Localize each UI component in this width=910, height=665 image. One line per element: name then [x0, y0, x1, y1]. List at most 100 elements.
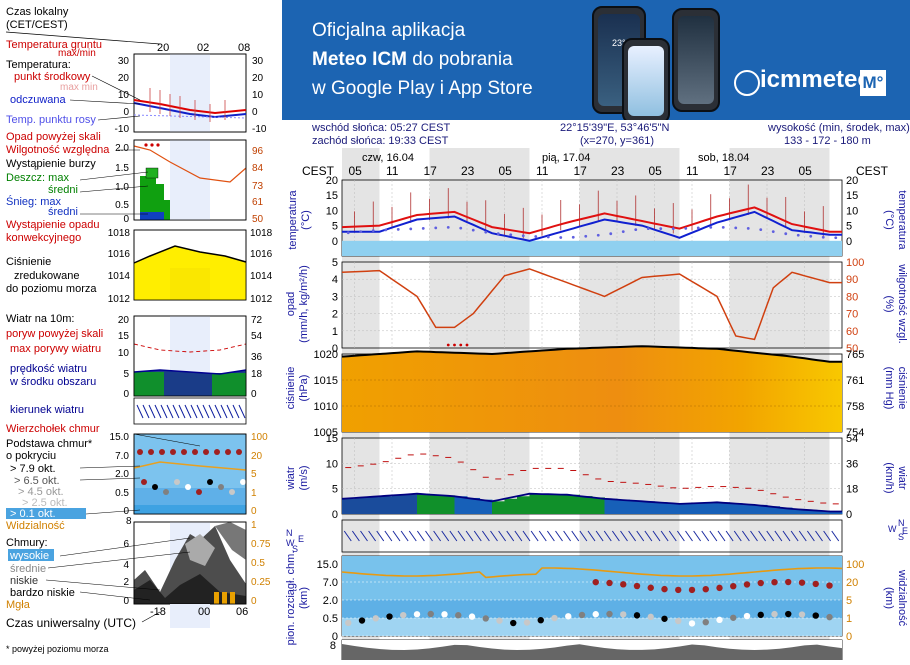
- temp-series-line-0: [341, 206, 842, 235]
- wind-bar-42: [604, 498, 618, 514]
- legend-predkosc-wiatru: prędkość wiatru: [10, 363, 87, 375]
- cloud-base-dot-758: [812, 612, 819, 619]
- wind-bar-20: [467, 497, 480, 514]
- legend-cl-rtick-2: 0.5: [251, 558, 265, 569]
- dew-point-67: [759, 228, 763, 232]
- legend-wind-arrow-140: [136, 404, 144, 419]
- legend-cloud-base-dot-2: [163, 489, 169, 495]
- wind-arrow-387: [579, 530, 588, 542]
- cloud-base-dot-54: [372, 615, 379, 622]
- press-unit-left: (hPa): [298, 375, 310, 402]
- prec-tick-l-3: 2: [332, 309, 338, 321]
- dew-point-7: [384, 228, 388, 232]
- dew-point-15: [434, 226, 438, 230]
- svg-text:E: E: [298, 534, 304, 544]
- legend-czas-lokalny: Czas lokalny: [6, 6, 69, 18]
- wind-arrow-374: [571, 530, 580, 542]
- wind-bar-62: [729, 503, 743, 514]
- wind-bar-68: [767, 506, 780, 514]
- wind-arrow-595: [709, 530, 718, 542]
- cloud-base-dot-494: [647, 613, 654, 621]
- cloud-top-dot-472: [633, 582, 641, 590]
- wind-arrow-296: [522, 530, 531, 542]
- legend-wind-arrow-188: [184, 404, 192, 419]
- precip-unit-right: (%): [883, 295, 895, 312]
- dew-point-71: [784, 232, 788, 236]
- legend-footnote: * powyżej poziomu morza: [6, 644, 109, 654]
- cloud-base-dot-76: [386, 613, 393, 620]
- legend-cloud-base-dot-6: [207, 479, 213, 485]
- cloud-unit-left: (km): [298, 587, 310, 609]
- legend-hum-tick-2: 73: [252, 181, 264, 192]
- wind-bar-6: [379, 496, 393, 514]
- hour-label-7: 23: [611, 164, 625, 178]
- banner-line-3: w Google Play i App Store: [312, 78, 533, 99]
- cloud-base-dot-120: [413, 611, 421, 618]
- wind-arrow-790: [831, 530, 840, 542]
- pres-tick-l-3: 1005: [314, 427, 338, 439]
- legend-chmury: Chmury:: [6, 537, 48, 549]
- dew-point-35: [559, 236, 563, 239]
- legend-wind-rtick-3: 18: [251, 369, 263, 380]
- wind-tick-l-1: 10: [326, 458, 338, 470]
- cloud-base-dot-626: [730, 614, 737, 621]
- legend-press-tick-1: 1016: [108, 249, 131, 260]
- cloud-top-dot-582: [702, 585, 709, 593]
- wind-arrow-582: [701, 530, 710, 542]
- legend-press-rtick-2: 1014: [250, 271, 273, 282]
- dew-point-27: [509, 233, 513, 237]
- legend-wind-tick-4: 0: [123, 389, 129, 400]
- dew-point-9: [396, 228, 400, 231]
- cloud-base-dot-582: [702, 618, 709, 626]
- wind-bar-64: [742, 504, 755, 514]
- legend-utc-tick-0: -18: [150, 606, 166, 618]
- pressure-area: [342, 346, 842, 432]
- prec-tick-r-4: 60: [846, 326, 858, 338]
- wind-bar-28: [517, 496, 530, 514]
- legend-okt-0: > 7.9 okt.: [10, 463, 56, 475]
- wind-arrow-738: [798, 530, 807, 542]
- wind-arrow-166: [441, 530, 450, 542]
- cloud-top-dot-736: [798, 579, 806, 586]
- legend-podstawa: Podstawa chmur*: [6, 438, 93, 450]
- temp-tick-l-1: 15: [326, 190, 338, 202]
- banner-line-1: Oficjalna aplikacja: [312, 20, 466, 41]
- legend-temp-rtick-0: 30: [252, 56, 264, 67]
- wind-arrow-699: [774, 530, 783, 542]
- wind-arrow-439: [611, 530, 620, 542]
- app-promo-banner[interactable]: Oficjalna aplikacja Meteo ICM do pobrani…: [282, 0, 910, 120]
- height-values: 133 - 172 - 180 m: [784, 135, 871, 147]
- wind-bar-72: [792, 508, 805, 514]
- legend-wind-tick-1: 15: [118, 331, 130, 342]
- cloud-base-dot-428: [606, 610, 613, 618]
- cloud-base-dot-450: [620, 611, 627, 618]
- legend-opad-tick-3: 0.5: [115, 200, 129, 211]
- wind-rose-left: N W E S: [286, 528, 304, 554]
- dew-point-31: [534, 235, 538, 238]
- legend-temp-rtick-4: -10: [252, 124, 267, 135]
- wind-tick-r-1: 36: [846, 458, 858, 470]
- legend-cb-rtick-2: 5: [251, 469, 257, 480]
- wind-bar-66: [754, 504, 768, 514]
- legend-wind-arrow-164: [160, 404, 168, 419]
- dew-point-79: [834, 236, 838, 240]
- wind-arrow-400: [587, 530, 596, 542]
- dew-point-45: [621, 230, 625, 234]
- legend-cloud-top-dot-9: [236, 449, 242, 455]
- prec-tick-l-0: 5: [332, 257, 338, 269]
- legend-wind-arrow-230: [226, 404, 234, 419]
- convective-dot-0: [446, 343, 450, 347]
- dew-point-59: [709, 225, 713, 229]
- wind-arrow-686: [766, 530, 775, 542]
- wind-arrow-621: [725, 530, 734, 542]
- visibility-line: [341, 567, 843, 579]
- legend-temp-rtick-2: 10: [252, 90, 264, 101]
- legend-cl-tick-1: 4: [123, 560, 129, 571]
- dew-point-39: [584, 234, 588, 238]
- dew-point-25: [496, 232, 500, 236]
- legend-cloud-top-dot-2: [159, 449, 165, 455]
- legend-press-rtick-3: 1012: [250, 294, 273, 305]
- wind-bar-56: [692, 503, 705, 514]
- cloud-label-right: widzialność: [896, 569, 908, 627]
- wind-arrow-10: [343, 530, 352, 542]
